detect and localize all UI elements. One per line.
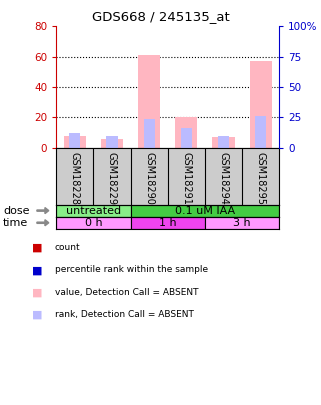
Text: 3 h: 3 h [233,218,251,228]
Text: value, Detection Call = ABSENT: value, Detection Call = ABSENT [55,288,198,296]
Text: 0 h: 0 h [84,218,102,228]
Bar [56,205,131,217]
Bar [181,128,192,148]
Bar [138,55,160,148]
Text: dose: dose [3,206,30,215]
Text: ■: ■ [32,265,43,275]
Text: untreated: untreated [66,206,121,215]
Bar [106,136,117,148]
Bar [64,136,86,148]
Text: GSM18294: GSM18294 [219,152,229,205]
Bar [131,217,205,229]
Text: GSM18295: GSM18295 [256,152,266,205]
Bar [205,217,279,229]
Text: GSM18290: GSM18290 [144,152,154,205]
Bar [143,119,155,148]
Bar [175,117,197,148]
Bar [218,136,229,148]
Text: time: time [3,218,29,228]
Text: GDS668 / 245135_at: GDS668 / 245135_at [91,10,230,23]
Bar [255,116,266,148]
Bar [69,133,80,148]
Bar [249,61,272,148]
Bar [56,217,131,229]
Text: ■: ■ [32,310,43,320]
Text: GSM18228: GSM18228 [70,152,80,205]
Text: percentile rank within the sample: percentile rank within the sample [55,265,208,274]
Bar [213,137,235,148]
Text: ■: ■ [32,243,43,253]
Text: count: count [55,243,80,252]
Text: rank, Detection Call = ABSENT: rank, Detection Call = ABSENT [55,310,194,319]
Text: ■: ■ [32,288,43,298]
Text: 1 h: 1 h [159,218,177,228]
Text: 0.1 uM IAA: 0.1 uM IAA [175,206,235,215]
Text: GSM18291: GSM18291 [181,152,191,205]
Bar [101,139,123,148]
Bar [131,205,279,217]
Text: GSM18229: GSM18229 [107,152,117,205]
